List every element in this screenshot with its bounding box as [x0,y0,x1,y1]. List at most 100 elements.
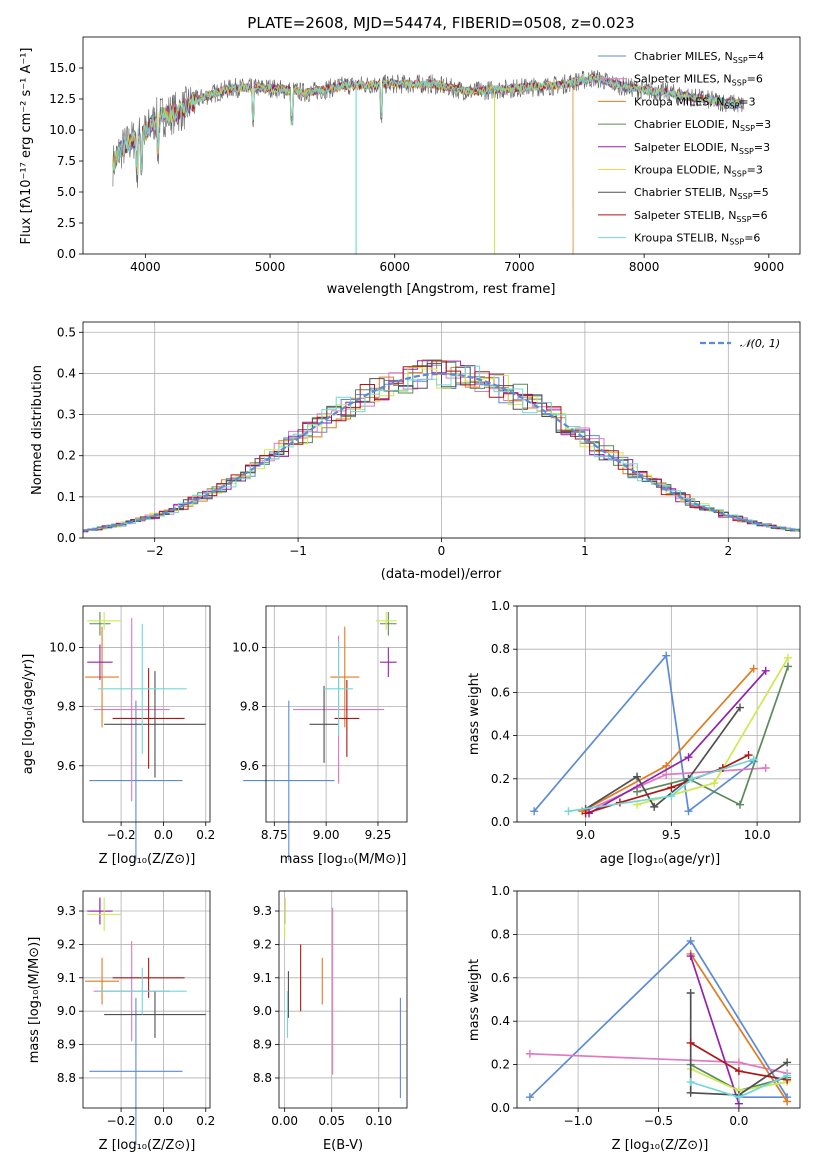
weight-line-chabrier-miles [529,939,789,1099]
y-tick-label: 0.1 [57,490,76,504]
spectrum-xlabel: wavelength [Angstrom, rest frame] [327,282,556,297]
weight-point [667,792,676,801]
weight-point [667,783,676,792]
y-tick-label: 0.5 [57,325,76,339]
y-tick-label: 0.6 [491,685,510,699]
y-tick-label: 15.0 [49,61,76,75]
mass-vs-ebv-xlabel: E(B-V) [323,1138,363,1153]
weight-point [581,809,590,818]
y-tick-label: 0.4 [491,729,510,743]
weight-point [734,1093,743,1102]
residual-histogram-panel: −2 −1 0 1 2 0.0 0.1 0.2 0.3 0.4 0.5 (data-model)/e… [30,321,801,582]
y-tick-label: 1.0 [491,599,510,613]
y-tick-label: 0.0 [57,531,76,545]
weight-point [564,807,573,816]
y-tick-label: 0.3 [57,408,76,422]
x-tick-label: 0.10 [365,1114,392,1128]
weight-point [686,1038,695,1047]
weight-point [662,651,671,660]
mass-vs-metallicity-ylabel: mass [log₁₀(M/M⊙)] [27,937,42,1064]
weight-point [525,1093,534,1102]
weight-line-salpeter-miles [529,1052,788,1075]
x-tick-label: 7000 [504,260,535,274]
mass-vs-ebv-panel: 0.00 0.05 0.10 8.8 8.9 9.0 9.1 9.2 9.3 E(B-V) [253,890,408,1153]
y-tick-label: 8.9 [57,1038,76,1052]
weight-vs-age-xlabel: age [log₁₀(age/yr)] [600,852,721,867]
y-tick-label: 0.8 [491,642,510,656]
age-vs-mass-frame [265,605,408,823]
weight-line-kroupa-stelib [568,758,754,813]
y-tick-label: 2.5 [57,216,76,230]
y-tick-label: 9.0 [253,1004,272,1018]
weight-vs-age-ylabel: mass weight [467,673,482,755]
y-tick-label: 12.5 [49,92,76,106]
y-tick-label: 9.0 [57,1004,76,1018]
x-tick-label: −0.2 [107,1114,136,1128]
weight-point [650,802,659,811]
x-tick-label: 0.00 [271,1114,298,1128]
age-vs-metallicity-panel: −0.2 0.0 0.2 9.6 9.8 10.0 Z [log₁₀(Z/Z⊙)] age… [21,605,215,867]
y-tick-label: 8.8 [57,1071,76,1085]
weight-point [734,1058,743,1067]
age-vs-metallicity-xlabel: Z [log₁₀(Z/Z⊙)] [99,852,196,867]
x-tick-label: 1 [581,544,589,558]
mass-vs-metallicity-frame [82,890,211,1109]
weight-line-chabrier-miles [533,653,755,813]
histogram-xlabel: (data-model)/error [381,567,502,582]
y-tick-label: 9.1 [253,971,272,985]
x-tick-label: 5000 [255,260,286,274]
weight-point [525,1049,534,1058]
weight-point [783,662,792,671]
x-tick-label: −1 [289,544,307,558]
spectrum-frame [82,36,801,255]
weight-point [783,653,792,662]
x-tick-label: 9.00 [313,828,340,842]
weight-point [633,772,642,781]
weight-point [662,761,671,770]
gaussian-legend-label: 𝒩(0, 1) [740,337,780,350]
mass-vs-metallicity-xlabel: Z [log₁₀(Z/Z⊙)] [99,1138,196,1153]
weight-vs-metallicity-panel: −1.0 −0.5 0.0 0.0 0.2 0.4 0.6 0.8 1.0 Z [log₁₀(Z… [467,884,801,1153]
x-tick-label: 10.0 [744,828,771,842]
histogram-step-chabrier-stelib [83,362,800,531]
y-tick-label: 0.0 [491,815,510,829]
y-tick-label: 0.4 [57,366,76,380]
weight-vs-age-panel: 9.0 9.5 10.0 0.0 0.2 0.4 0.6 0.8 1.0 age [log₁₀(… [467,599,801,867]
y-tick-label: 0.4 [491,1014,510,1028]
age-vs-mass-xlabel: mass [log₁₀(M/M⊙)] [280,852,407,867]
spectrum-title: PLATE=2608, MJD=54474, FIBERID=0508, z=0… [247,14,634,32]
weight-point [783,1058,792,1067]
weight-point [530,807,539,816]
x-tick-label: 0.0 [154,828,173,842]
y-tick-label: 0.8 [491,927,510,941]
y-tick-label: 5.0 [57,185,76,199]
weight-vs-metallicity-xlabel: Z [log₁₀(Z/Z⊙)] [612,1138,709,1153]
y-tick-label: 0.2 [57,449,76,463]
y-tick-label: 1.0 [491,884,510,898]
y-tick-label: 10.0 [232,640,259,654]
age-vs-metallicity-ylabel: age [log₁₀(age/yr)] [21,654,36,775]
x-tick-label: 9.0 [576,828,595,842]
x-tick-label: −0.2 [107,828,136,842]
weight-point [735,800,744,809]
y-tick-label: 9.1 [57,971,76,985]
weight-point [686,1077,695,1086]
weight-line-kroupa-miles [581,668,755,812]
x-tick-label: 0.2 [196,1114,215,1128]
x-tick-label: −2 [146,544,164,558]
y-tick-label: 0.0 [491,1101,510,1115]
weight-vs-age-frame [516,605,801,823]
y-tick-label: 9.6 [57,759,76,773]
x-tick-label: 8.75 [261,828,288,842]
x-tick-label: 8000 [629,260,660,274]
weight-point [633,800,642,809]
y-tick-label: 8.9 [253,1038,272,1052]
y-tick-label: 0.0 [57,247,76,261]
x-tick-label: 2 [724,544,732,558]
weight-point [686,988,695,997]
x-tick-label: 4000 [130,260,161,274]
x-tick-label: 6000 [379,260,410,274]
y-tick-label: 8.8 [253,1071,272,1085]
y-tick-label: 9.3 [253,904,272,918]
weight-point [710,779,719,788]
